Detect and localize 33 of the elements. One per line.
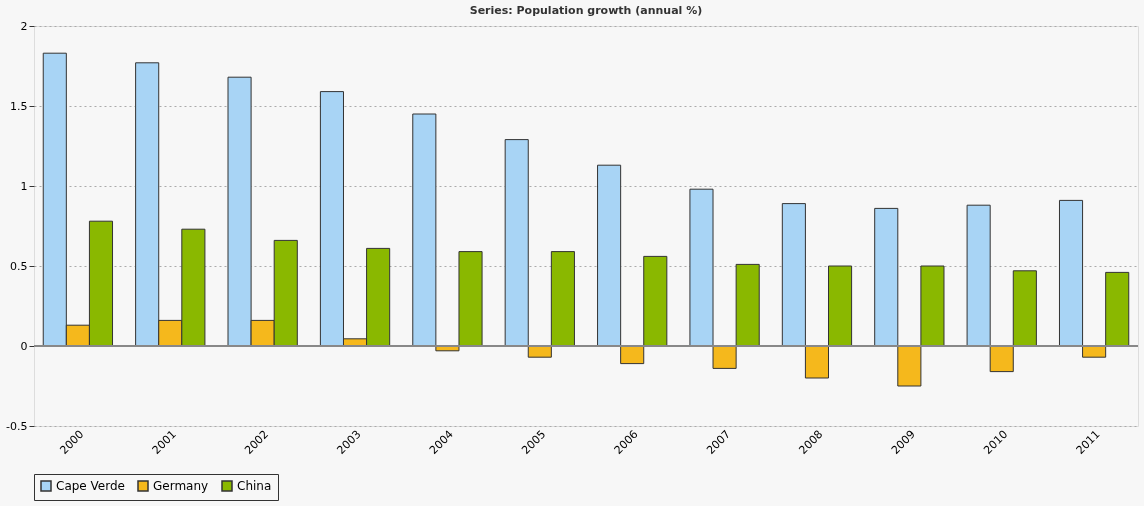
y-tick-label: 0 — [20, 339, 28, 353]
y-tick-label: 0.5 — [10, 259, 28, 273]
bar — [527, 345, 552, 358]
bar — [458, 251, 483, 347]
bar — [643, 255, 668, 347]
bar — [781, 203, 806, 347]
bar — [620, 345, 645, 365]
bar — [920, 265, 945, 347]
y-tick-label: 1 — [20, 179, 28, 193]
bar — [1105, 271, 1130, 347]
bar — [804, 345, 830, 379]
bar — [735, 263, 760, 347]
bar — [712, 345, 737, 369]
bar — [1012, 270, 1037, 347]
bar — [597, 164, 622, 347]
bar — [989, 345, 1014, 373]
bar — [412, 113, 437, 347]
y-tick-label: 2 — [20, 19, 28, 33]
bar — [689, 188, 714, 347]
bar — [874, 207, 899, 347]
legend-label: Germany — [153, 479, 209, 493]
bar — [550, 251, 575, 347]
legend-label: China — [237, 479, 272, 493]
bar — [897, 345, 922, 387]
legend-label: Cape Verde — [56, 479, 125, 493]
bar — [966, 204, 991, 347]
bar — [504, 139, 529, 347]
bar — [1058, 199, 1084, 347]
y-tick-label: 1.5 — [10, 99, 28, 113]
bar — [1082, 345, 1107, 358]
y-tick-label: -0.5 — [6, 419, 28, 433]
chart-title: Series: Population growth (annual %) — [469, 4, 703, 17]
bar — [828, 265, 853, 347]
